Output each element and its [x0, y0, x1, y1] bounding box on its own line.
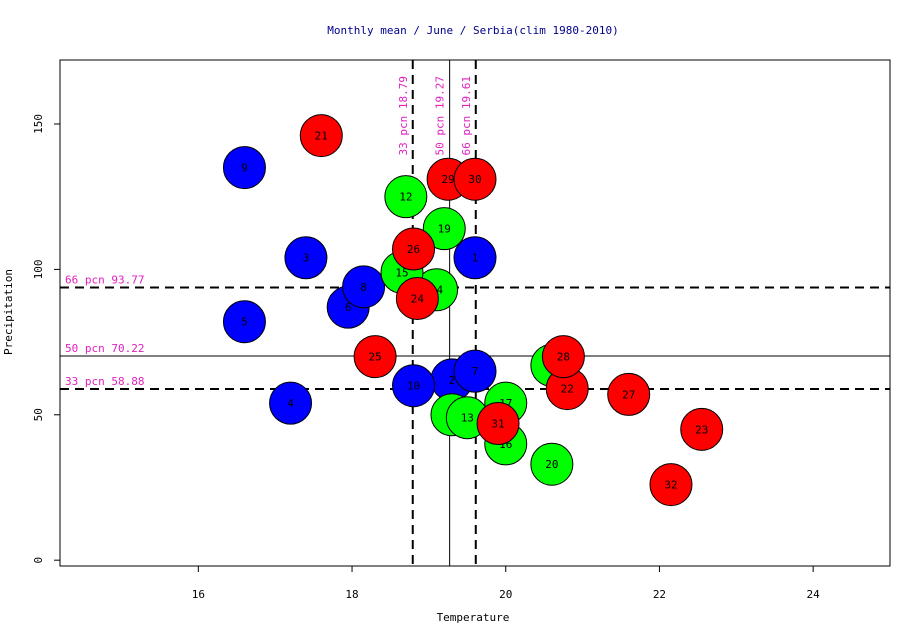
point-label: 12 — [399, 191, 412, 204]
point-marker — [395, 276, 439, 320]
point-label: 10 — [407, 380, 420, 393]
x-tick-label: 24 — [807, 588, 821, 601]
data-point: 4 — [269, 381, 313, 425]
data-point: 31 — [476, 402, 520, 446]
data-point: 26 — [392, 227, 436, 271]
point-marker — [541, 335, 585, 379]
x-axis-label: Temperature — [437, 611, 510, 624]
data-point: 7 — [453, 349, 497, 393]
data-point: 10 — [392, 364, 436, 408]
data-point: 27 — [607, 372, 651, 416]
point-marker — [269, 381, 313, 425]
data-point: 8 — [342, 265, 386, 309]
data-point: 20 — [530, 442, 574, 486]
data-point: 19 — [422, 207, 466, 251]
hline-label: 33 pcn 58.88 — [65, 375, 144, 388]
vline-label: 66 pcn 19.61 — [460, 76, 473, 155]
point-label: 13 — [461, 412, 474, 425]
data-point: 21 — [299, 114, 343, 158]
point-label: 7 — [472, 365, 479, 378]
data-point: 32 — [649, 463, 693, 507]
data-point: 25 — [353, 335, 397, 379]
x-tick-label: 22 — [653, 588, 666, 601]
reference-lines: 66 pcn 93.77 50 pcn 70.22 33 pcn 58.88 33 p… — [60, 60, 890, 566]
y-tick-label: 0 — [32, 557, 45, 564]
point-label: 26 — [407, 243, 420, 256]
data-point: 28 — [541, 335, 585, 379]
data-point: 12 — [384, 175, 428, 219]
vline-label: 50 pcn 19.27 — [434, 76, 447, 155]
point-marker — [453, 236, 497, 280]
point-label: 25 — [368, 351, 381, 364]
data-point: 30 — [453, 157, 497, 201]
point-marker — [299, 114, 343, 158]
data-point: 23 — [680, 407, 724, 451]
point-marker — [649, 463, 693, 507]
point-label: 31 — [491, 418, 504, 431]
y-tick-label: 150 — [32, 114, 45, 134]
point-label: 28 — [557, 351, 570, 364]
point-label: 32 — [664, 479, 677, 492]
y-axis-label: Precipitation — [2, 269, 15, 355]
data-points: 1234567891011121314151617181920212223242… — [222, 114, 724, 507]
point-marker — [453, 157, 497, 201]
point-label: 3 — [303, 252, 310, 265]
data-point: 3 — [284, 236, 328, 280]
point-marker — [680, 407, 724, 451]
point-label: 5 — [241, 316, 248, 329]
point-label: 23 — [695, 423, 708, 436]
point-marker — [392, 364, 436, 408]
point-marker — [476, 402, 520, 446]
y-tick-label: 50 — [32, 408, 45, 421]
point-marker — [392, 227, 436, 271]
point-label: 20 — [545, 458, 558, 471]
point-marker — [453, 349, 497, 393]
point-label: 29 — [441, 173, 454, 186]
vline-label: 33 pcn 18.79 — [397, 76, 410, 155]
point-label: 24 — [411, 292, 425, 305]
point-marker — [342, 265, 386, 309]
point-label: 6 — [345, 301, 352, 314]
point-label: 19 — [438, 223, 451, 236]
point-label: 2 — [449, 374, 456, 387]
point-label: 27 — [622, 388, 635, 401]
chart-title: Monthly mean / June / Serbia(clim 1980-2… — [327, 24, 618, 37]
point-label: 22 — [561, 383, 574, 396]
point-marker — [384, 175, 428, 219]
hline-label: 50 pcn 70.22 — [65, 342, 144, 355]
x-tick-label: 20 — [499, 588, 512, 601]
point-marker — [222, 300, 266, 344]
point-marker — [353, 335, 397, 379]
point-marker — [530, 442, 574, 486]
point-label: 9 — [241, 162, 248, 175]
y-tick-label: 100 — [32, 259, 45, 279]
data-point: 9 — [222, 146, 266, 190]
point-label: 21 — [315, 130, 328, 143]
data-point: 24 — [395, 276, 439, 320]
hline-label: 66 pcn 93.77 — [65, 273, 144, 286]
point-marker — [422, 207, 466, 251]
data-point: 5 — [222, 300, 266, 344]
point-label: 4 — [287, 397, 294, 410]
x-tick-label: 18 — [345, 588, 358, 601]
point-marker — [284, 236, 328, 280]
point-marker — [222, 146, 266, 190]
point-label: 1 — [472, 252, 479, 265]
point-label: 8 — [360, 281, 367, 294]
plot-frame — [59, 59, 891, 567]
point-marker — [607, 372, 651, 416]
x-tick-label: 16 — [192, 588, 205, 601]
point-label: 30 — [468, 173, 481, 186]
point-label: 15 — [395, 266, 408, 279]
data-point: 1 — [453, 236, 497, 280]
